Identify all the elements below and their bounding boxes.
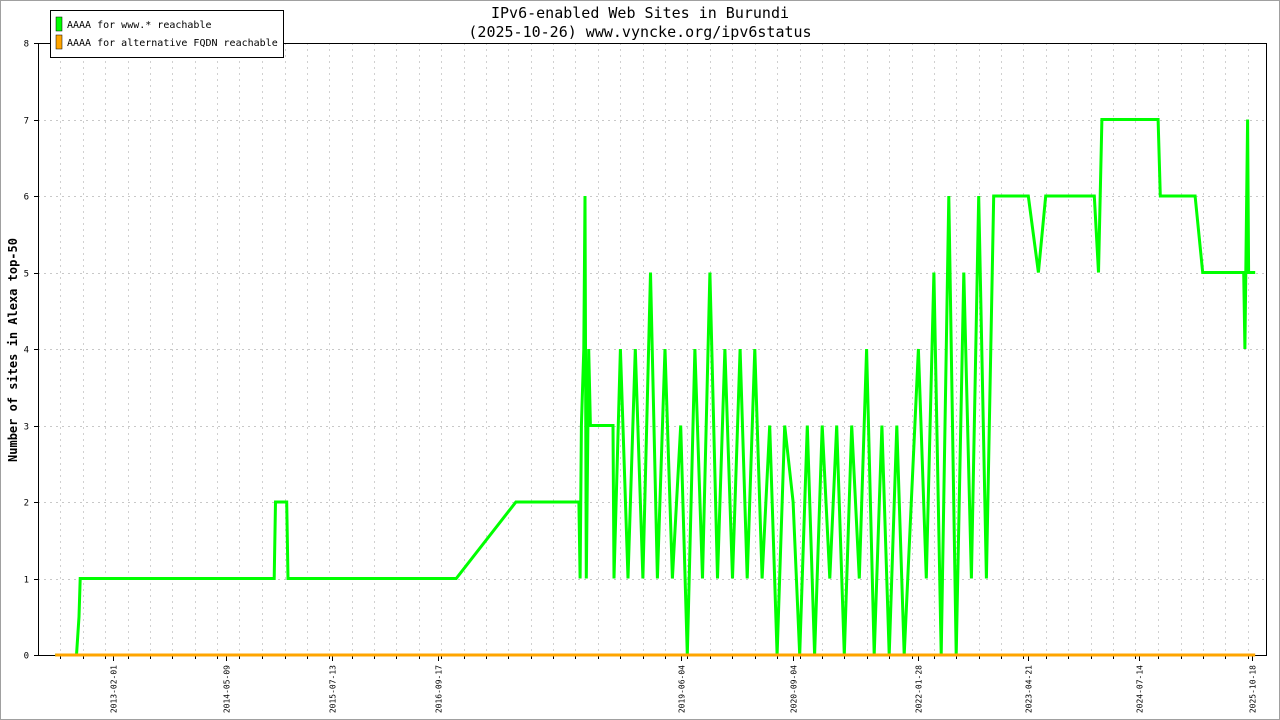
legend: AAAA for www.* reachable AAAA for altern… — [50, 10, 284, 58]
chart-title: IPv6-enabled Web Sites in Burundi — [491, 4, 789, 22]
legend-label-alt: AAAA for alternative FQDN reachable — [67, 38, 278, 49]
y-tick-label: 1 — [24, 576, 29, 586]
x-tick-label: 2020-09-04 — [790, 665, 799, 713]
legend-box — [50, 10, 284, 58]
y-tick-label: 7 — [24, 117, 29, 127]
x-tick-label: 2023-04-21 — [1025, 665, 1034, 713]
x-tick-label: 2014-05-09 — [223, 665, 232, 713]
y-tick-label: 6 — [24, 193, 29, 203]
x-tick-label: 2015-07-13 — [329, 665, 338, 713]
y-axis: 0 1 2 3 4 5 6 7 8 — [24, 40, 38, 662]
y-tick-label: 8 — [24, 40, 29, 50]
x-tick-label: 2024-07-14 — [1136, 665, 1145, 713]
legend-swatch-alt — [55, 34, 63, 50]
x-tick-label: 2022-01-28 — [915, 665, 924, 713]
y-tick-label: 3 — [24, 423, 29, 433]
legend-label-www: AAAA for www.* reachable — [67, 20, 212, 31]
y-axis-label: Number of sites in Alexa top-50 — [6, 238, 20, 462]
x-tick-label: 2019-06-04 — [678, 665, 687, 713]
y-tick-label: 4 — [24, 346, 29, 356]
grid-lines — [38, 43, 1266, 655]
y-tick-label: 0 — [24, 652, 29, 662]
y-tick-label: 5 — [24, 270, 29, 280]
series-line-www — [55, 118, 1256, 657]
legend-swatch-www — [55, 16, 63, 32]
chart-subtitle: (2025-10-26) www.vyncke.org/ipv6status — [468, 23, 811, 41]
x-tick-label: 2013-02-01 — [110, 665, 119, 713]
x-tick-label: 2025-10-18 — [1249, 665, 1258, 713]
y-tick-label: 2 — [24, 499, 29, 509]
x-tick-label: 2016-09-17 — [435, 665, 444, 713]
series-layer — [55, 118, 1256, 657]
